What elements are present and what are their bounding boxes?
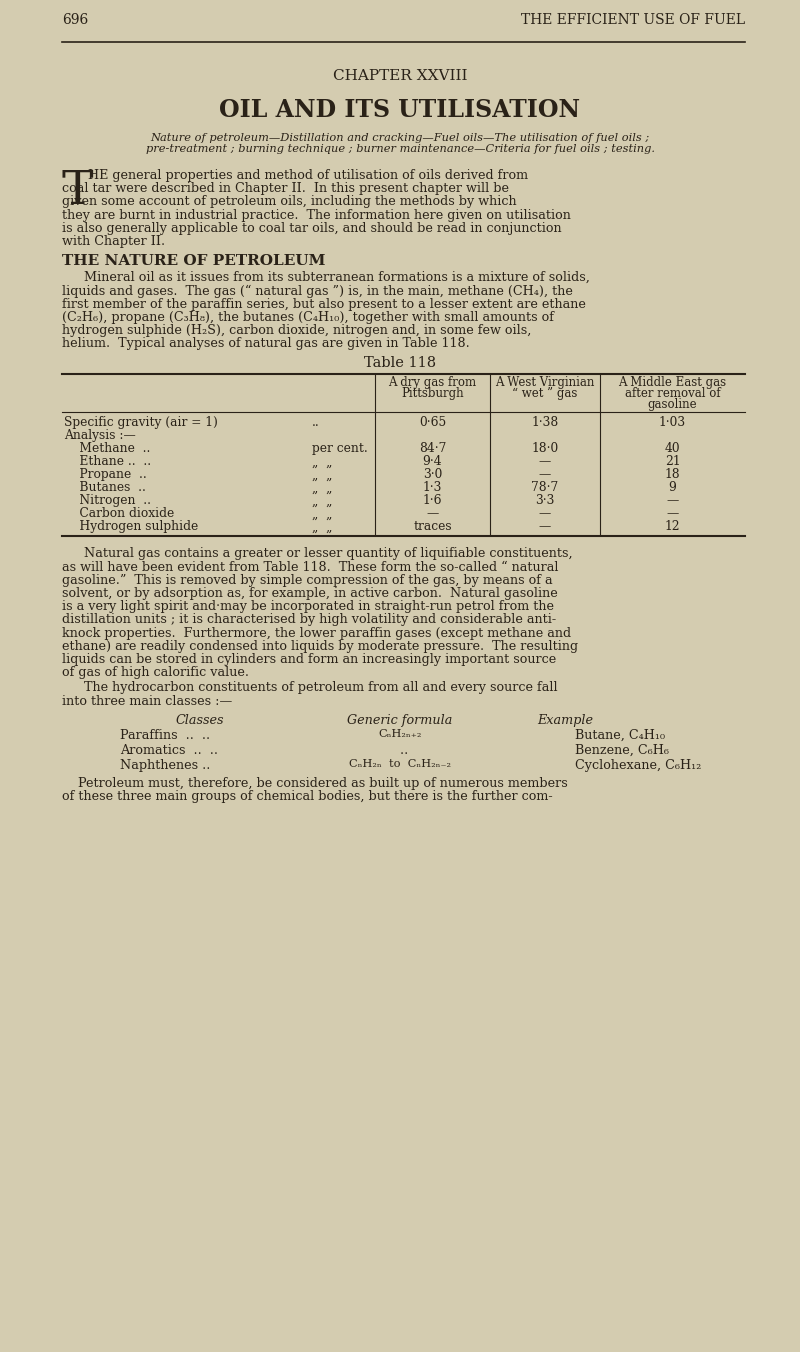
Text: 1·3: 1·3 bbox=[423, 481, 442, 495]
Text: „  „: „ „ bbox=[312, 468, 333, 481]
Text: Paraffins  ..  ..: Paraffins .. .. bbox=[120, 729, 210, 742]
Text: per cent.: per cent. bbox=[312, 442, 368, 456]
Text: 84·7: 84·7 bbox=[419, 442, 446, 456]
Text: Table 118: Table 118 bbox=[364, 357, 436, 370]
Text: HE general properties and method of utilisation of oils derived from: HE general properties and method of util… bbox=[88, 169, 528, 183]
Text: —: — bbox=[426, 507, 438, 521]
Text: —: — bbox=[539, 507, 551, 521]
Text: Butanes  ..: Butanes .. bbox=[64, 481, 146, 495]
Text: Pittsburgh: Pittsburgh bbox=[401, 388, 464, 400]
Text: gasoline.”  This is removed by simple compression of the gas, by means of a: gasoline.” This is removed by simple com… bbox=[62, 573, 553, 587]
Text: Hydrogen sulphide: Hydrogen sulphide bbox=[64, 521, 198, 534]
Text: —: — bbox=[666, 495, 678, 507]
Text: liquids and gases.  The gas (“ natural gas ”) is, in the main, methane (CH₄), th: liquids and gases. The gas (“ natural ga… bbox=[62, 284, 573, 297]
Text: Nature of petroleum—Distillation and cracking—Fuel oils—The utilisation of fuel : Nature of petroleum—Distillation and cra… bbox=[150, 132, 650, 143]
Text: pre-treatment ; burning technique ; burner maintenance—Criteria for fuel oils ; : pre-treatment ; burning technique ; burn… bbox=[146, 145, 654, 154]
Text: helium.  Typical analyses of natural gas are given in Table 118.: helium. Typical analyses of natural gas … bbox=[62, 337, 470, 350]
Text: „  „: „ „ bbox=[312, 456, 333, 468]
Text: into three main classes :—: into three main classes :— bbox=[62, 695, 232, 707]
Text: 1·38: 1·38 bbox=[531, 416, 558, 430]
Text: Specific gravity (air = 1): Specific gravity (air = 1) bbox=[64, 416, 218, 430]
Text: 696: 696 bbox=[62, 14, 88, 27]
Text: Cyclohexane, C₆H₁₂: Cyclohexane, C₆H₁₂ bbox=[575, 760, 702, 772]
Text: Carbon dioxide: Carbon dioxide bbox=[64, 507, 174, 521]
Text: A Middle East gas: A Middle East gas bbox=[618, 376, 726, 389]
Text: —: — bbox=[539, 521, 551, 534]
Text: knock properties.  Furthermore, the lower paraffin gases (except methane and: knock properties. Furthermore, the lower… bbox=[62, 626, 571, 639]
Text: gasoline: gasoline bbox=[648, 399, 698, 411]
Text: THE NATURE OF PETROLEUM: THE NATURE OF PETROLEUM bbox=[62, 254, 326, 268]
Text: 12: 12 bbox=[665, 521, 680, 534]
Text: is a very light spirit and·may be incorporated in straight-run petrol from the: is a very light spirit and·may be incorp… bbox=[62, 600, 554, 614]
Text: they are burnt in industrial practice.  The information here given on utilisatio: they are burnt in industrial practice. T… bbox=[62, 208, 571, 222]
Text: THE EFFICIENT USE OF FUEL: THE EFFICIENT USE OF FUEL bbox=[521, 14, 745, 27]
Text: 3·0: 3·0 bbox=[423, 468, 442, 481]
Text: Classes: Classes bbox=[176, 714, 224, 727]
Text: 1·6: 1·6 bbox=[422, 495, 442, 507]
Text: coal tar were described in Chapter II.  In this present chapter will be: coal tar were described in Chapter II. I… bbox=[62, 183, 509, 195]
Text: as will have been evident from Table 118.  These form the so-called “ natural: as will have been evident from Table 118… bbox=[62, 561, 558, 573]
Text: A dry gas from: A dry gas from bbox=[389, 376, 477, 389]
Text: Methane  ..: Methane .. bbox=[64, 442, 150, 456]
Text: liquids can be stored in cylinders and form an increasingly important source: liquids can be stored in cylinders and f… bbox=[62, 653, 556, 667]
Text: „  „: „ „ bbox=[312, 521, 333, 534]
Text: Generic formula: Generic formula bbox=[347, 714, 453, 727]
Text: ..: .. bbox=[392, 744, 408, 757]
Text: A West Virginian: A West Virginian bbox=[495, 376, 594, 389]
Text: Nitrogen  ..: Nitrogen .. bbox=[64, 495, 151, 507]
Text: 18·0: 18·0 bbox=[531, 442, 558, 456]
Text: ethane) are readily condensed into liquids by moderate pressure.  The resulting: ethane) are readily condensed into liqui… bbox=[62, 639, 578, 653]
Text: solvent, or by adsorption as, for example, in active carbon.  Natural gasoline: solvent, or by adsorption as, for exampl… bbox=[62, 587, 558, 600]
Text: CₙH₂ₙ₊₂: CₙH₂ₙ₊₂ bbox=[378, 729, 422, 740]
Text: Analysis :—: Analysis :— bbox=[64, 430, 136, 442]
Text: „  „: „ „ bbox=[312, 507, 333, 521]
Text: 1·03: 1·03 bbox=[659, 416, 686, 430]
Text: ..: .. bbox=[312, 416, 320, 430]
Text: is also generally applicable to coal tar oils, and should be read in conjunction: is also generally applicable to coal tar… bbox=[62, 222, 562, 235]
Text: 21: 21 bbox=[665, 456, 680, 468]
Text: with Chapter II.: with Chapter II. bbox=[62, 235, 165, 247]
Text: 3·3: 3·3 bbox=[535, 495, 554, 507]
Text: given some account of petroleum oils, including the methods by which: given some account of petroleum oils, in… bbox=[62, 196, 517, 208]
Text: Mineral oil as it issues from its subterranean formations is a mixture of solids: Mineral oil as it issues from its subter… bbox=[84, 272, 590, 284]
Text: 0·65: 0·65 bbox=[419, 416, 446, 430]
Text: Propane  ..: Propane .. bbox=[64, 468, 146, 481]
Text: distillation units ; it is characterised by high volatility and considerable ant: distillation units ; it is characterised… bbox=[62, 614, 556, 626]
Text: CHAPTER XXVIII: CHAPTER XXVIII bbox=[333, 69, 467, 82]
Text: first member of the paraffin series, but also present to a lesser extent are eth: first member of the paraffin series, but… bbox=[62, 297, 586, 311]
Text: of these three main groups of chemical bodies, but there is the further com-: of these three main groups of chemical b… bbox=[62, 790, 553, 803]
Text: 9·4: 9·4 bbox=[422, 456, 442, 468]
Text: 18: 18 bbox=[665, 468, 680, 481]
Text: Aromatics  ..  ..: Aromatics .. .. bbox=[120, 744, 218, 757]
Text: Benzene, C₆H₆: Benzene, C₆H₆ bbox=[575, 744, 669, 757]
Text: “ wet ” gas: “ wet ” gas bbox=[512, 388, 578, 400]
Text: Petroleum must, therefore, be considered as built up of numerous members: Petroleum must, therefore, be considered… bbox=[62, 776, 568, 790]
Text: 40: 40 bbox=[665, 442, 680, 456]
Text: 78·7: 78·7 bbox=[531, 481, 558, 495]
Text: —: — bbox=[666, 507, 678, 521]
Text: 9: 9 bbox=[669, 481, 677, 495]
Text: Natural gas contains a greater or lesser quantity of liquifiable constituents,: Natural gas contains a greater or lesser… bbox=[84, 548, 573, 560]
Text: OIL AND ITS UTILISATION: OIL AND ITS UTILISATION bbox=[219, 97, 581, 122]
Text: after removal of: after removal of bbox=[625, 388, 720, 400]
Text: Ethane ..  ..: Ethane .. .. bbox=[64, 456, 151, 468]
Text: —: — bbox=[539, 468, 551, 481]
Text: CₙH₂ₙ  to  CₙH₂ₙ₋₂: CₙH₂ₙ to CₙH₂ₙ₋₂ bbox=[349, 760, 451, 769]
Text: (C₂H₆), propane (C₃H₈), the butanes (C₄H₁₀), together with small amounts of: (C₂H₆), propane (C₃H₈), the butanes (C₄H… bbox=[62, 311, 554, 323]
Text: „  „: „ „ bbox=[312, 481, 333, 495]
Text: „  „: „ „ bbox=[312, 495, 333, 507]
Text: hydrogen sulphide (H₂S), carbon dioxide, nitrogen and, in some few oils,: hydrogen sulphide (H₂S), carbon dioxide,… bbox=[62, 324, 531, 337]
Text: The hydrocarbon constituents of petroleum from all and every source fall: The hydrocarbon constituents of petroleu… bbox=[84, 681, 558, 695]
Text: of gas of high calorific value.: of gas of high calorific value. bbox=[62, 667, 249, 679]
Text: Naphthenes ..: Naphthenes .. bbox=[120, 760, 210, 772]
Text: Butane, C₄H₁₀: Butane, C₄H₁₀ bbox=[575, 729, 665, 742]
Text: Example: Example bbox=[537, 714, 593, 727]
Text: T: T bbox=[61, 169, 93, 214]
Text: traces: traces bbox=[413, 521, 452, 534]
Text: —: — bbox=[539, 456, 551, 468]
